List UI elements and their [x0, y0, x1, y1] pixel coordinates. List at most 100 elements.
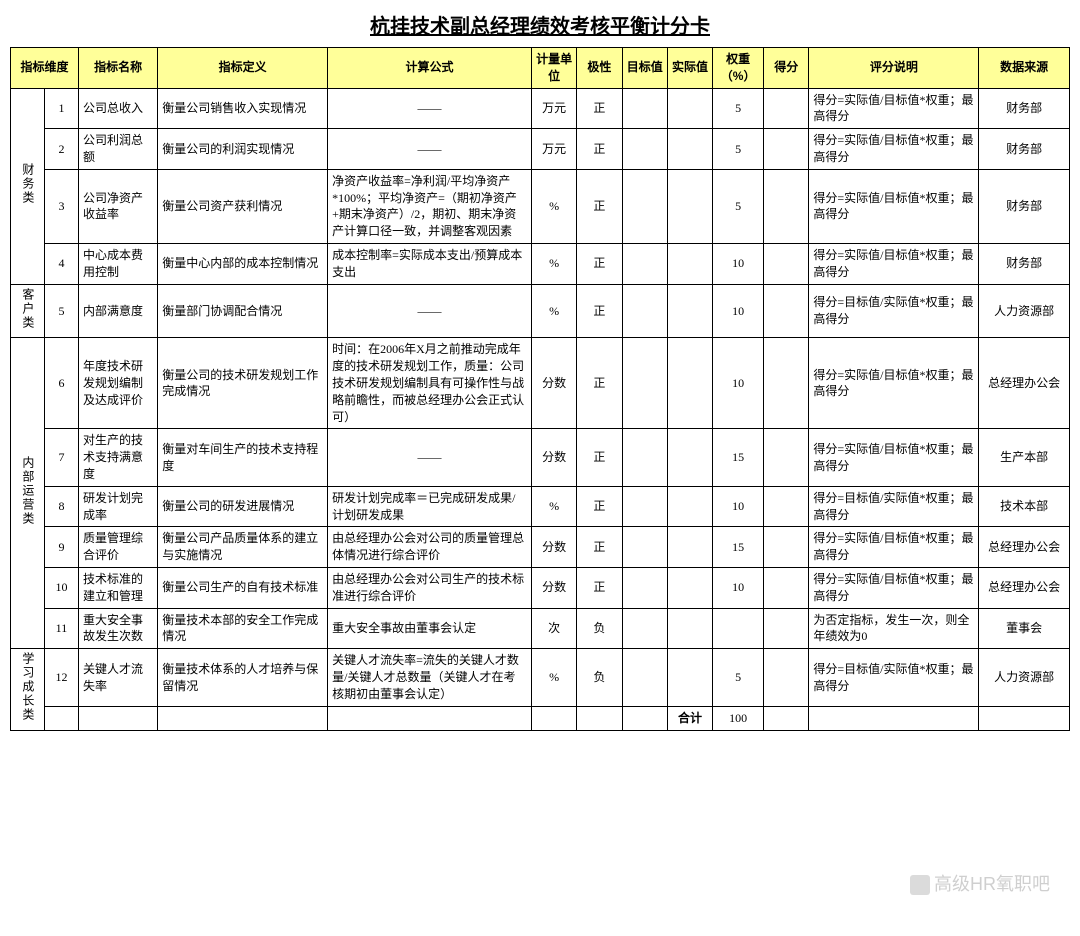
row-num: 11 [44, 608, 78, 649]
row-actual [667, 649, 712, 707]
empty [78, 706, 157, 730]
row-num: 7 [44, 429, 78, 486]
row-target [622, 608, 667, 649]
row-source: 技术本部 [979, 486, 1070, 527]
row-num: 4 [44, 243, 78, 284]
table-row: 2 公司利润总额 衡量公司的利润实现情况 —— 万元 正 5 得分=实际值/目标… [11, 129, 1070, 170]
row-actual [667, 88, 712, 129]
header-row: 指标维度 指标名称 指标定义 计算公式 计量单位 极性 目标值 实际值 权重（%… [11, 48, 1070, 89]
row-formula: —— [328, 129, 532, 170]
row-num: 8 [44, 486, 78, 527]
table-row: 10 技术标准的建立和管理 衡量公司生产的自有技术标准 由总经理办公会对公司生产… [11, 567, 1070, 608]
row-unit: 分数 [531, 429, 576, 486]
row-actual [667, 338, 712, 429]
empty [979, 706, 1070, 730]
row-weight: 10 [713, 338, 764, 429]
row-source: 总经理办公会 [979, 567, 1070, 608]
wechat-icon [910, 875, 930, 895]
h-target: 目标值 [622, 48, 667, 89]
row-num: 5 [44, 284, 78, 338]
row-score [764, 486, 809, 527]
row-explain: 得分=实际值/目标值*权重；最高得分 [809, 129, 979, 170]
row-def: 衡量部门协调配合情况 [158, 284, 328, 338]
row-source: 总经理办公会 [979, 527, 1070, 568]
row-actual [667, 608, 712, 649]
row-source: 财务部 [979, 243, 1070, 284]
row-explain: 得分=实际值/目标值*权重；最高得分 [809, 88, 979, 129]
h-formula: 计算公式 [328, 48, 532, 89]
row-explain: 得分=实际值/目标值*权重；最高得分 [809, 527, 979, 568]
row-pol: 正 [577, 486, 622, 527]
h-score: 得分 [764, 48, 809, 89]
row-def: 衡量公司资产获利情况 [158, 169, 328, 243]
row-def: 衡量中心内部的成本控制情况 [158, 243, 328, 284]
dim-cust: 客户类 [11, 284, 45, 338]
row-unit: 次 [531, 608, 576, 649]
row-weight: 15 [713, 527, 764, 568]
row-weight: 5 [713, 169, 764, 243]
dim-learn: 学习成长类 [11, 649, 45, 731]
row-pol: 正 [577, 429, 622, 486]
row-num: 12 [44, 649, 78, 707]
row-actual [667, 169, 712, 243]
row-formula: 研发计划完成率＝已完成研发成果/计划研发成果 [328, 486, 532, 527]
row-def: 衡量公司生产的自有技术标准 [158, 567, 328, 608]
row-formula: 由总经理办公会对公司的质量管理总体情况进行综合评价 [328, 527, 532, 568]
row-formula: 成本控制率=实际成本支出/预算成本支出 [328, 243, 532, 284]
row-def: 衡量公司的利润实现情况 [158, 129, 328, 170]
row-pol: 负 [577, 649, 622, 707]
table-row: 3 公司净资产收益率 衡量公司资产获利情况 净资产收益率=净利润/平均净资产*1… [11, 169, 1070, 243]
row-target [622, 129, 667, 170]
table-row: 8 研发计划完成率 衡量公司的研发进展情况 研发计划完成率＝已完成研发成果/计划… [11, 486, 1070, 527]
row-num: 9 [44, 527, 78, 568]
row-unit: % [531, 486, 576, 527]
row-name: 公司净资产收益率 [78, 169, 157, 243]
row-name: 公司利润总额 [78, 129, 157, 170]
row-name: 关键人才流失率 [78, 649, 157, 707]
row-target [622, 486, 667, 527]
row-weight: 5 [713, 88, 764, 129]
row-target [622, 243, 667, 284]
row-unit: % [531, 243, 576, 284]
row-source: 财务部 [979, 129, 1070, 170]
row-num: 3 [44, 169, 78, 243]
table-row: 财务类 1 公司总收入 衡量公司销售收入实现情况 —— 万元 正 5 得分=实际… [11, 88, 1070, 129]
row-target [622, 338, 667, 429]
row-name: 研发计划完成率 [78, 486, 157, 527]
row-actual [667, 527, 712, 568]
row-target [622, 169, 667, 243]
row-unit: % [531, 169, 576, 243]
row-score [764, 169, 809, 243]
row-target [622, 429, 667, 486]
h-def: 指标定义 [158, 48, 328, 89]
h-unit: 计量单位 [531, 48, 576, 89]
empty [531, 706, 576, 730]
row-source: 财务部 [979, 169, 1070, 243]
row-unit: 万元 [531, 129, 576, 170]
row-pol: 负 [577, 608, 622, 649]
row-name: 对生产的技术支持满意度 [78, 429, 157, 486]
row-actual [667, 129, 712, 170]
row-num: 6 [44, 338, 78, 429]
empty [577, 706, 622, 730]
table-row: 学习成长类 12 关键人才流失率 衡量技术体系的人才培养与保留情况 关键人才流失… [11, 649, 1070, 707]
row-explain: 得分=目标值/实际值*权重；最高得分 [809, 649, 979, 707]
row-explain: 得分=目标值/实际值*权重；最高得分 [809, 486, 979, 527]
table-row: 11 重大安全事故发生次数 衡量技术本部的安全工作完成情况 重大安全事故由董事会… [11, 608, 1070, 649]
row-name: 年度技术研发规划编制及达成评价 [78, 338, 157, 429]
empty [809, 706, 979, 730]
row-def: 衡量公司销售收入实现情况 [158, 88, 328, 129]
row-source: 总经理办公会 [979, 338, 1070, 429]
row-explain: 得分=实际值/目标值*权重；最高得分 [809, 338, 979, 429]
row-weight [713, 608, 764, 649]
row-weight: 5 [713, 129, 764, 170]
row-formula: 净资产收益率=净利润/平均净资产*100%；平均净资产=（期初净资产+期末净资产… [328, 169, 532, 243]
table-row: 内部运营类 6 年度技术研发规划编制及达成评价 衡量公司的技术研发规划工作完成情… [11, 338, 1070, 429]
row-formula: —— [328, 284, 532, 338]
row-score [764, 284, 809, 338]
row-source: 生产本部 [979, 429, 1070, 486]
row-name: 重大安全事故发生次数 [78, 608, 157, 649]
dim-int: 内部运营类 [11, 338, 45, 649]
row-weight: 10 [713, 243, 764, 284]
row-explain: 为否定指标，发生一次，则全年绩效为0 [809, 608, 979, 649]
